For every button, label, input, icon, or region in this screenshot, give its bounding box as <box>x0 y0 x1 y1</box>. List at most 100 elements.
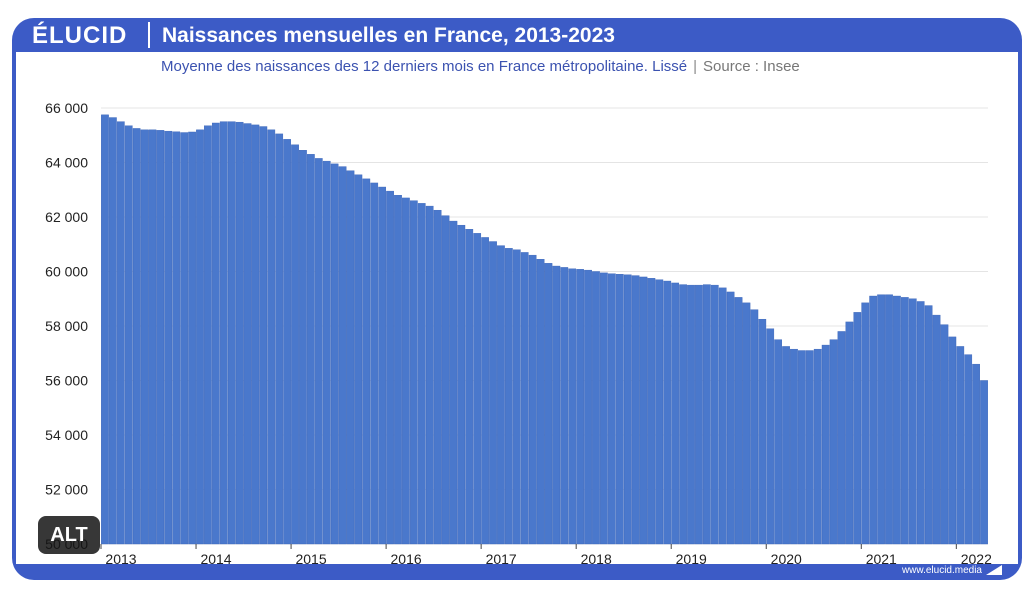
bar <box>980 380 988 545</box>
bar <box>140 129 149 545</box>
bar <box>916 301 925 545</box>
x-tick-label: 2019 <box>676 551 707 564</box>
bar <box>425 205 434 545</box>
bar <box>924 305 933 545</box>
bar <box>101 114 109 545</box>
footer-url[interactable]: www.elucid.media <box>901 565 982 576</box>
bar <box>275 133 284 545</box>
bar <box>584 269 592 545</box>
chart-subtitle: Moyenne des naissances des 12 derniers m… <box>161 58 800 75</box>
y-tick-label: 52 000 <box>45 482 88 498</box>
bar <box>307 154 315 545</box>
bar <box>116 121 125 545</box>
bar <box>180 132 189 545</box>
bar <box>964 354 973 545</box>
bar <box>813 348 822 545</box>
bar <box>283 139 291 545</box>
source-label: Source : Insee <box>703 58 800 75</box>
bar <box>552 265 561 545</box>
bar <box>568 268 577 545</box>
bar <box>473 233 482 545</box>
bar <box>758 318 767 545</box>
bar <box>710 284 719 545</box>
y-tick-label: 56 000 <box>45 373 88 389</box>
bar <box>378 186 387 545</box>
bar <box>940 324 949 545</box>
bar <box>869 295 878 545</box>
bar <box>615 274 624 545</box>
bar <box>291 144 299 545</box>
bar <box>219 121 228 545</box>
x-tick-label: 2016 <box>391 551 422 564</box>
x-tick-label: 2015 <box>295 551 326 564</box>
chart-card: ÉLUCID Naissances mensuelles en France, … <box>12 18 1022 580</box>
bar <box>417 203 426 545</box>
bar <box>900 297 909 545</box>
bars <box>101 114 988 545</box>
x-tick-label: 2017 <box>486 551 517 564</box>
bar <box>299 150 307 545</box>
bar <box>639 276 648 545</box>
bar <box>592 271 600 545</box>
alt-text-button[interactable]: ALT <box>38 516 100 554</box>
bar <box>346 170 355 545</box>
chart-panel: Moyenne des naissances des 12 derniers m… <box>16 52 1018 564</box>
bar <box>267 129 276 545</box>
x-tick-label: 2020 <box>771 551 802 564</box>
bar <box>544 263 553 545</box>
footer-mark-icon <box>986 565 1002 575</box>
y-tick-label: 62 000 <box>45 209 88 225</box>
bar <box>188 131 196 545</box>
x-tick-label: 2021 <box>866 551 897 564</box>
bar <box>600 272 608 545</box>
bar <box>528 254 537 545</box>
bar <box>362 178 371 545</box>
bar <box>623 274 632 545</box>
bar <box>402 197 410 545</box>
bar <box>148 129 157 545</box>
bar <box>932 314 941 545</box>
bar <box>702 284 711 545</box>
bar <box>259 126 268 545</box>
bar <box>576 269 584 545</box>
bar <box>671 282 680 545</box>
bar <box>227 121 236 545</box>
bar <box>766 328 775 545</box>
bar <box>109 117 117 545</box>
bar <box>687 284 695 545</box>
bar <box>441 215 450 545</box>
bar <box>655 279 664 545</box>
bar <box>235 121 244 545</box>
bar <box>908 298 917 545</box>
header-divider <box>148 22 150 48</box>
bar <box>156 130 165 545</box>
bar <box>679 284 687 545</box>
subtitle-separator: | <box>693 58 698 75</box>
bar <box>512 249 521 545</box>
bar <box>370 182 379 545</box>
bar <box>338 166 347 545</box>
bar <box>322 160 331 545</box>
bar <box>164 130 173 545</box>
y-tick-label: 54 000 <box>45 427 88 443</box>
x-axis-ticks: 2013 2014 2015 2016 2017 2018 2019 2020 2021 2022… <box>100 544 992 564</box>
bar <box>972 363 980 545</box>
bar <box>695 284 703 545</box>
bar <box>607 273 616 545</box>
bar <box>560 267 569 545</box>
bar <box>798 350 806 545</box>
bar <box>497 245 505 545</box>
bar <box>885 294 893 545</box>
bar <box>465 229 474 545</box>
bar <box>211 122 220 545</box>
bar <box>386 190 394 545</box>
bar <box>132 128 141 545</box>
bar <box>124 125 133 545</box>
bar <box>853 312 862 545</box>
bar <box>821 344 830 545</box>
x-tick-label: 2014 <box>200 551 231 564</box>
bar <box>481 237 489 545</box>
bar <box>449 220 458 545</box>
